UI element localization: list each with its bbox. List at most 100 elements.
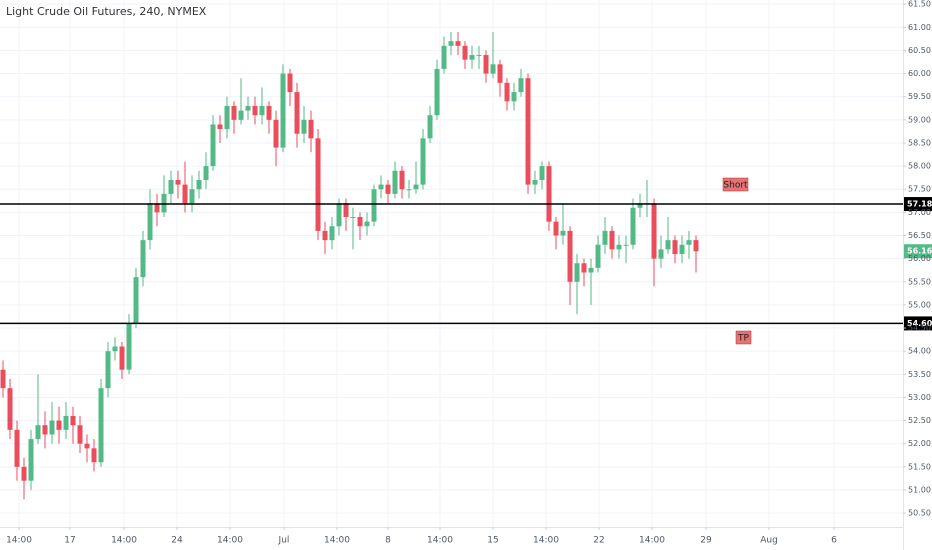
x-tick-label: 6 — [831, 536, 837, 546]
y-tick-label: 58.00 — [908, 162, 931, 171]
y-tick-label: 58.50 — [908, 138, 931, 147]
y-tick-label: 61.50 — [908, 0, 931, 9]
candle-body — [28, 439, 34, 481]
x-tick-label: Aug — [760, 536, 778, 546]
candle-body — [140, 240, 146, 278]
candle-body — [378, 184, 384, 190]
candle-body — [693, 240, 699, 252]
candle-body — [427, 115, 433, 139]
candle-body — [266, 105, 272, 120]
candle-body — [574, 263, 580, 282]
candle-body — [196, 179, 202, 190]
y-tick-label: 50.50 — [908, 509, 931, 518]
candle-body — [560, 230, 566, 236]
candle-body — [539, 166, 545, 180]
level-label: 57.18 — [907, 200, 932, 209]
x-tick-label: 14:00 — [6, 536, 32, 546]
candle-body — [35, 425, 41, 440]
candle-body — [21, 466, 27, 481]
candle-body — [322, 230, 328, 241]
y-tick-label: 52.00 — [908, 439, 931, 448]
candle-body — [483, 55, 489, 74]
last-price-marker — [904, 244, 932, 259]
candle-body — [294, 92, 300, 134]
candle-body — [476, 55, 482, 57]
y-tick-label: 53.50 — [908, 370, 931, 379]
y-tick-label: 55.00 — [908, 300, 931, 309]
y-tick-label: 54.50 — [908, 324, 931, 333]
candle-body — [399, 170, 405, 190]
candle-body — [7, 388, 13, 430]
candle-body — [658, 249, 664, 259]
candle-body — [546, 166, 552, 222]
candle-body — [273, 119, 279, 148]
x-tick-label: 17 — [64, 536, 75, 546]
x-tick-label: 15 — [487, 536, 498, 546]
candle-body — [420, 138, 426, 185]
candle-body — [637, 203, 643, 208]
y-tick-label: 57.00 — [908, 208, 931, 217]
y-tick-label: 53.00 — [908, 393, 931, 402]
candle-body — [238, 110, 244, 120]
x-tick-label: 29 — [700, 536, 712, 546]
candle-body — [511, 92, 517, 102]
candle-body — [518, 78, 524, 93]
candle-body — [63, 415, 69, 430]
candle-body — [105, 351, 111, 389]
candle-body — [616, 244, 622, 250]
candle-body — [525, 78, 531, 185]
y-tick-label: 59.00 — [908, 115, 931, 124]
x-tick-label: Jul — [278, 536, 290, 546]
candle-body — [217, 124, 223, 130]
candle-body — [462, 45, 468, 60]
candle-body — [14, 429, 20, 467]
y-tick-label: 54.00 — [908, 347, 931, 356]
candle-body — [301, 119, 307, 134]
annotation-box — [722, 177, 749, 192]
candle-body — [147, 203, 153, 241]
annotation-box — [735, 330, 752, 345]
candle-body — [497, 64, 503, 83]
candle-body — [406, 189, 412, 191]
candle-body — [602, 230, 608, 245]
candle-body — [231, 105, 237, 120]
candles — [0, 31, 699, 500]
candle-body — [595, 244, 601, 268]
candle-body — [280, 73, 286, 148]
x-tick-label: 22 — [593, 536, 604, 546]
y-tick-label: 51.00 — [908, 485, 931, 494]
y-tick-label: 51.50 — [908, 462, 931, 471]
candle-body — [651, 203, 657, 259]
y-tick-label: 59.50 — [908, 92, 931, 101]
candle-body — [553, 221, 559, 236]
annotation-text: Short — [723, 181, 748, 191]
candle-body — [287, 73, 293, 93]
candle-body — [91, 448, 97, 463]
candle-body — [56, 420, 62, 430]
candle-body — [259, 105, 265, 116]
candle-body — [336, 203, 342, 227]
y-tick-label: 60.50 — [908, 46, 931, 55]
candle-body — [686, 240, 692, 245]
candle-body — [630, 207, 636, 245]
candle-body — [567, 230, 573, 282]
chart-title: Light Crude Oil Futures, 240, NYMEX — [6, 5, 207, 18]
candle-body — [532, 179, 538, 185]
y-tick-label: 57.50 — [908, 185, 931, 194]
level-label: 54.60 — [907, 319, 932, 328]
x-tick-label: 8 — [385, 536, 391, 546]
candle-body — [175, 179, 181, 185]
candle-body — [469, 55, 475, 60]
candle-body — [77, 425, 83, 444]
y-tick-label: 56.00 — [908, 254, 931, 263]
candle-body — [168, 179, 174, 194]
candle-body — [315, 138, 321, 231]
candle-body — [308, 119, 314, 139]
x-tick-label: 14:00 — [427, 536, 453, 546]
level-marker — [904, 197, 932, 212]
candle-body — [665, 240, 671, 250]
candle-body — [350, 217, 356, 218]
candle-body — [126, 323, 132, 370]
